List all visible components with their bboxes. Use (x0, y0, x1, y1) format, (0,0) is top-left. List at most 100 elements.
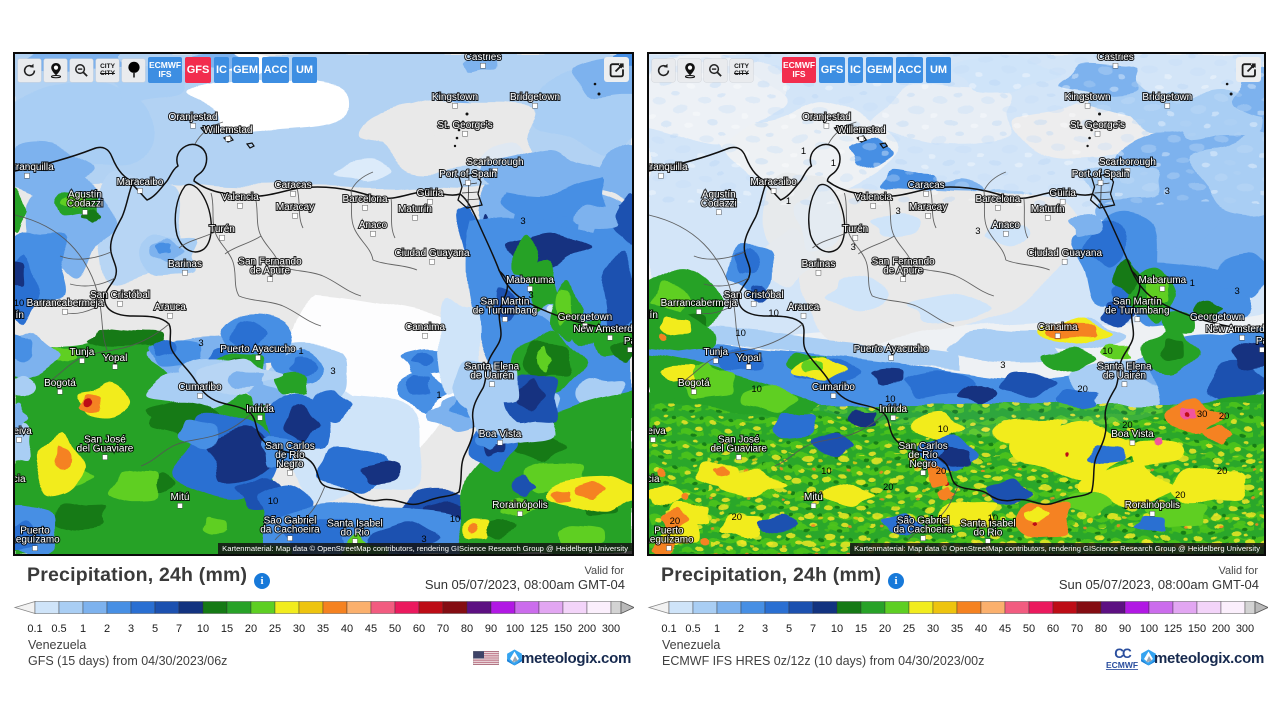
svg-text:10: 10 (885, 394, 896, 405)
svg-text:da Cachoeira: da Cachoeira (260, 525, 320, 536)
svg-text:Agustín: Agustín (702, 189, 736, 200)
svg-text:20: 20 (879, 623, 891, 635)
svg-text:100: 100 (506, 623, 524, 635)
svg-text:15: 15 (221, 623, 233, 635)
svg-text:de Turumbang: de Turumbang (473, 306, 538, 317)
svg-text:Güiria: Güiria (1049, 188, 1076, 199)
svg-text:de Uairén: de Uairén (1103, 370, 1146, 381)
svg-text:San José: San José (84, 435, 126, 446)
svg-text:20: 20 (936, 466, 947, 477)
svg-text:Barranquilla: Barranquilla (15, 162, 54, 173)
svg-text:Maracay: Maracay (276, 202, 314, 213)
svg-text:Maturín: Maturín (398, 204, 432, 215)
svg-text:40: 40 (341, 623, 353, 635)
svg-text:90: 90 (1119, 623, 1131, 635)
svg-text:Mabaruma: Mabaruma (1139, 275, 1187, 286)
svg-text:do Rio: do Rio (341, 528, 370, 539)
svg-text:3: 3 (1234, 286, 1239, 297)
svg-text:do Rio: do Rio (974, 527, 1003, 538)
svg-text:10: 10 (735, 328, 746, 339)
svg-text:de Río: de Río (275, 450, 305, 461)
svg-text:Santa Isabel: Santa Isabel (960, 518, 1015, 529)
svg-text:200: 200 (1212, 623, 1230, 635)
svg-text:San Martín: San Martín (481, 297, 530, 308)
svg-text:35: 35 (951, 623, 963, 635)
svg-text:St. George's: St. George's (1070, 120, 1125, 131)
svg-text:Valencia: Valencia (855, 192, 893, 203)
svg-text:Castries: Castries (465, 54, 502, 63)
svg-text:90: 90 (485, 623, 497, 635)
svg-text:Bridgetown: Bridgetown (1142, 92, 1192, 103)
svg-text:Cumaribo: Cumaribo (178, 382, 222, 393)
svg-text:10: 10 (268, 496, 279, 507)
svg-text:30: 30 (927, 623, 939, 635)
svg-text:de Apure: de Apure (883, 265, 923, 276)
svg-text:Georgetown: Georgetown (1190, 312, 1244, 323)
svg-text:40: 40 (975, 623, 987, 635)
svg-text:Turén: Turén (209, 224, 235, 235)
svg-text:10: 10 (831, 623, 843, 635)
svg-text:20: 20 (1077, 384, 1088, 395)
svg-text:Santa Elena: Santa Elena (1097, 361, 1152, 372)
svg-text:150: 150 (1188, 623, 1206, 635)
svg-text:25: 25 (903, 623, 915, 635)
svg-text:10: 10 (450, 514, 461, 525)
svg-text:Ciudad Guayana: Ciudad Guayana (1027, 248, 1102, 259)
svg-text:Kingstown: Kingstown (432, 92, 478, 103)
svg-text:Rorainópolis: Rorainópolis (492, 500, 548, 511)
svg-text:Oranjestad: Oranjestad (802, 112, 851, 123)
svg-text:Bogotá: Bogotá (44, 378, 76, 389)
svg-text:Georgetown: Georgetown (558, 312, 612, 323)
svg-text:Caracas: Caracas (274, 180, 311, 191)
svg-text:Medellín: Medellín (15, 310, 24, 321)
svg-text:200: 200 (578, 623, 596, 635)
svg-text:Canaima: Canaima (405, 322, 445, 333)
svg-text:Codazzi: Codazzi (701, 198, 737, 209)
svg-text:10: 10 (197, 623, 209, 635)
svg-text:Barinas: Barinas (802, 259, 836, 270)
svg-text:Barrancabermeja: Barrancabermeja (661, 298, 738, 309)
svg-text:Kingstown: Kingstown (1065, 92, 1111, 103)
svg-text:Arauca: Arauca (154, 302, 186, 313)
svg-text:Güiria: Güiria (417, 188, 444, 199)
svg-text:CC: CC (1114, 647, 1132, 661)
svg-text:Barcelona: Barcelona (342, 194, 387, 205)
svg-text:0.1: 0.1 (661, 623, 676, 635)
svg-text:Inírida: Inírida (246, 404, 274, 415)
svg-text:3: 3 (975, 226, 980, 237)
svg-text:Santa Elena: Santa Elena (465, 362, 520, 373)
svg-text:Agustín: Agustín (68, 190, 102, 201)
svg-text:30: 30 (1197, 409, 1208, 420)
svg-text:Bogotá: Bogotá (678, 378, 710, 389)
svg-text:300: 300 (602, 623, 620, 635)
svg-text:Cumaribo: Cumaribo (812, 382, 856, 393)
svg-text:Pa: Pa (624, 336, 632, 347)
svg-text:Florencia: Florencia (649, 474, 660, 485)
svg-text:del Guaviare: del Guaviare (710, 443, 767, 454)
svg-text:3: 3 (851, 242, 856, 253)
svg-text:1: 1 (436, 390, 441, 401)
svg-text:San José: San José (718, 434, 760, 445)
svg-text:Anaco: Anaco (992, 220, 1021, 231)
svg-text:20: 20 (883, 482, 894, 493)
svg-text:10: 10 (1102, 346, 1113, 357)
svg-text:3: 3 (330, 366, 335, 377)
svg-text:Negro: Negro (910, 459, 938, 470)
svg-text:7: 7 (176, 623, 182, 635)
svg-text:0.1: 0.1 (27, 623, 42, 635)
svg-text:25: 25 (269, 623, 281, 635)
svg-text:150: 150 (554, 623, 572, 635)
svg-text:San Fernando: San Fernando (238, 257, 302, 268)
svg-text:Leguízamo: Leguízamo (649, 534, 694, 545)
svg-text:Medellín: Medellín (649, 310, 658, 321)
svg-text:50: 50 (389, 623, 401, 635)
svg-text:1: 1 (298, 346, 303, 357)
svg-text:10: 10 (751, 384, 762, 395)
svg-text:Puerto: Puerto (20, 526, 50, 537)
svg-text:0.5: 0.5 (51, 623, 66, 635)
svg-text:2: 2 (738, 623, 744, 635)
svg-text:20: 20 (245, 623, 257, 635)
svg-text:5: 5 (786, 623, 792, 635)
svg-text:Barranquilla: Barranquilla (649, 162, 688, 173)
svg-text:1: 1 (714, 623, 720, 635)
